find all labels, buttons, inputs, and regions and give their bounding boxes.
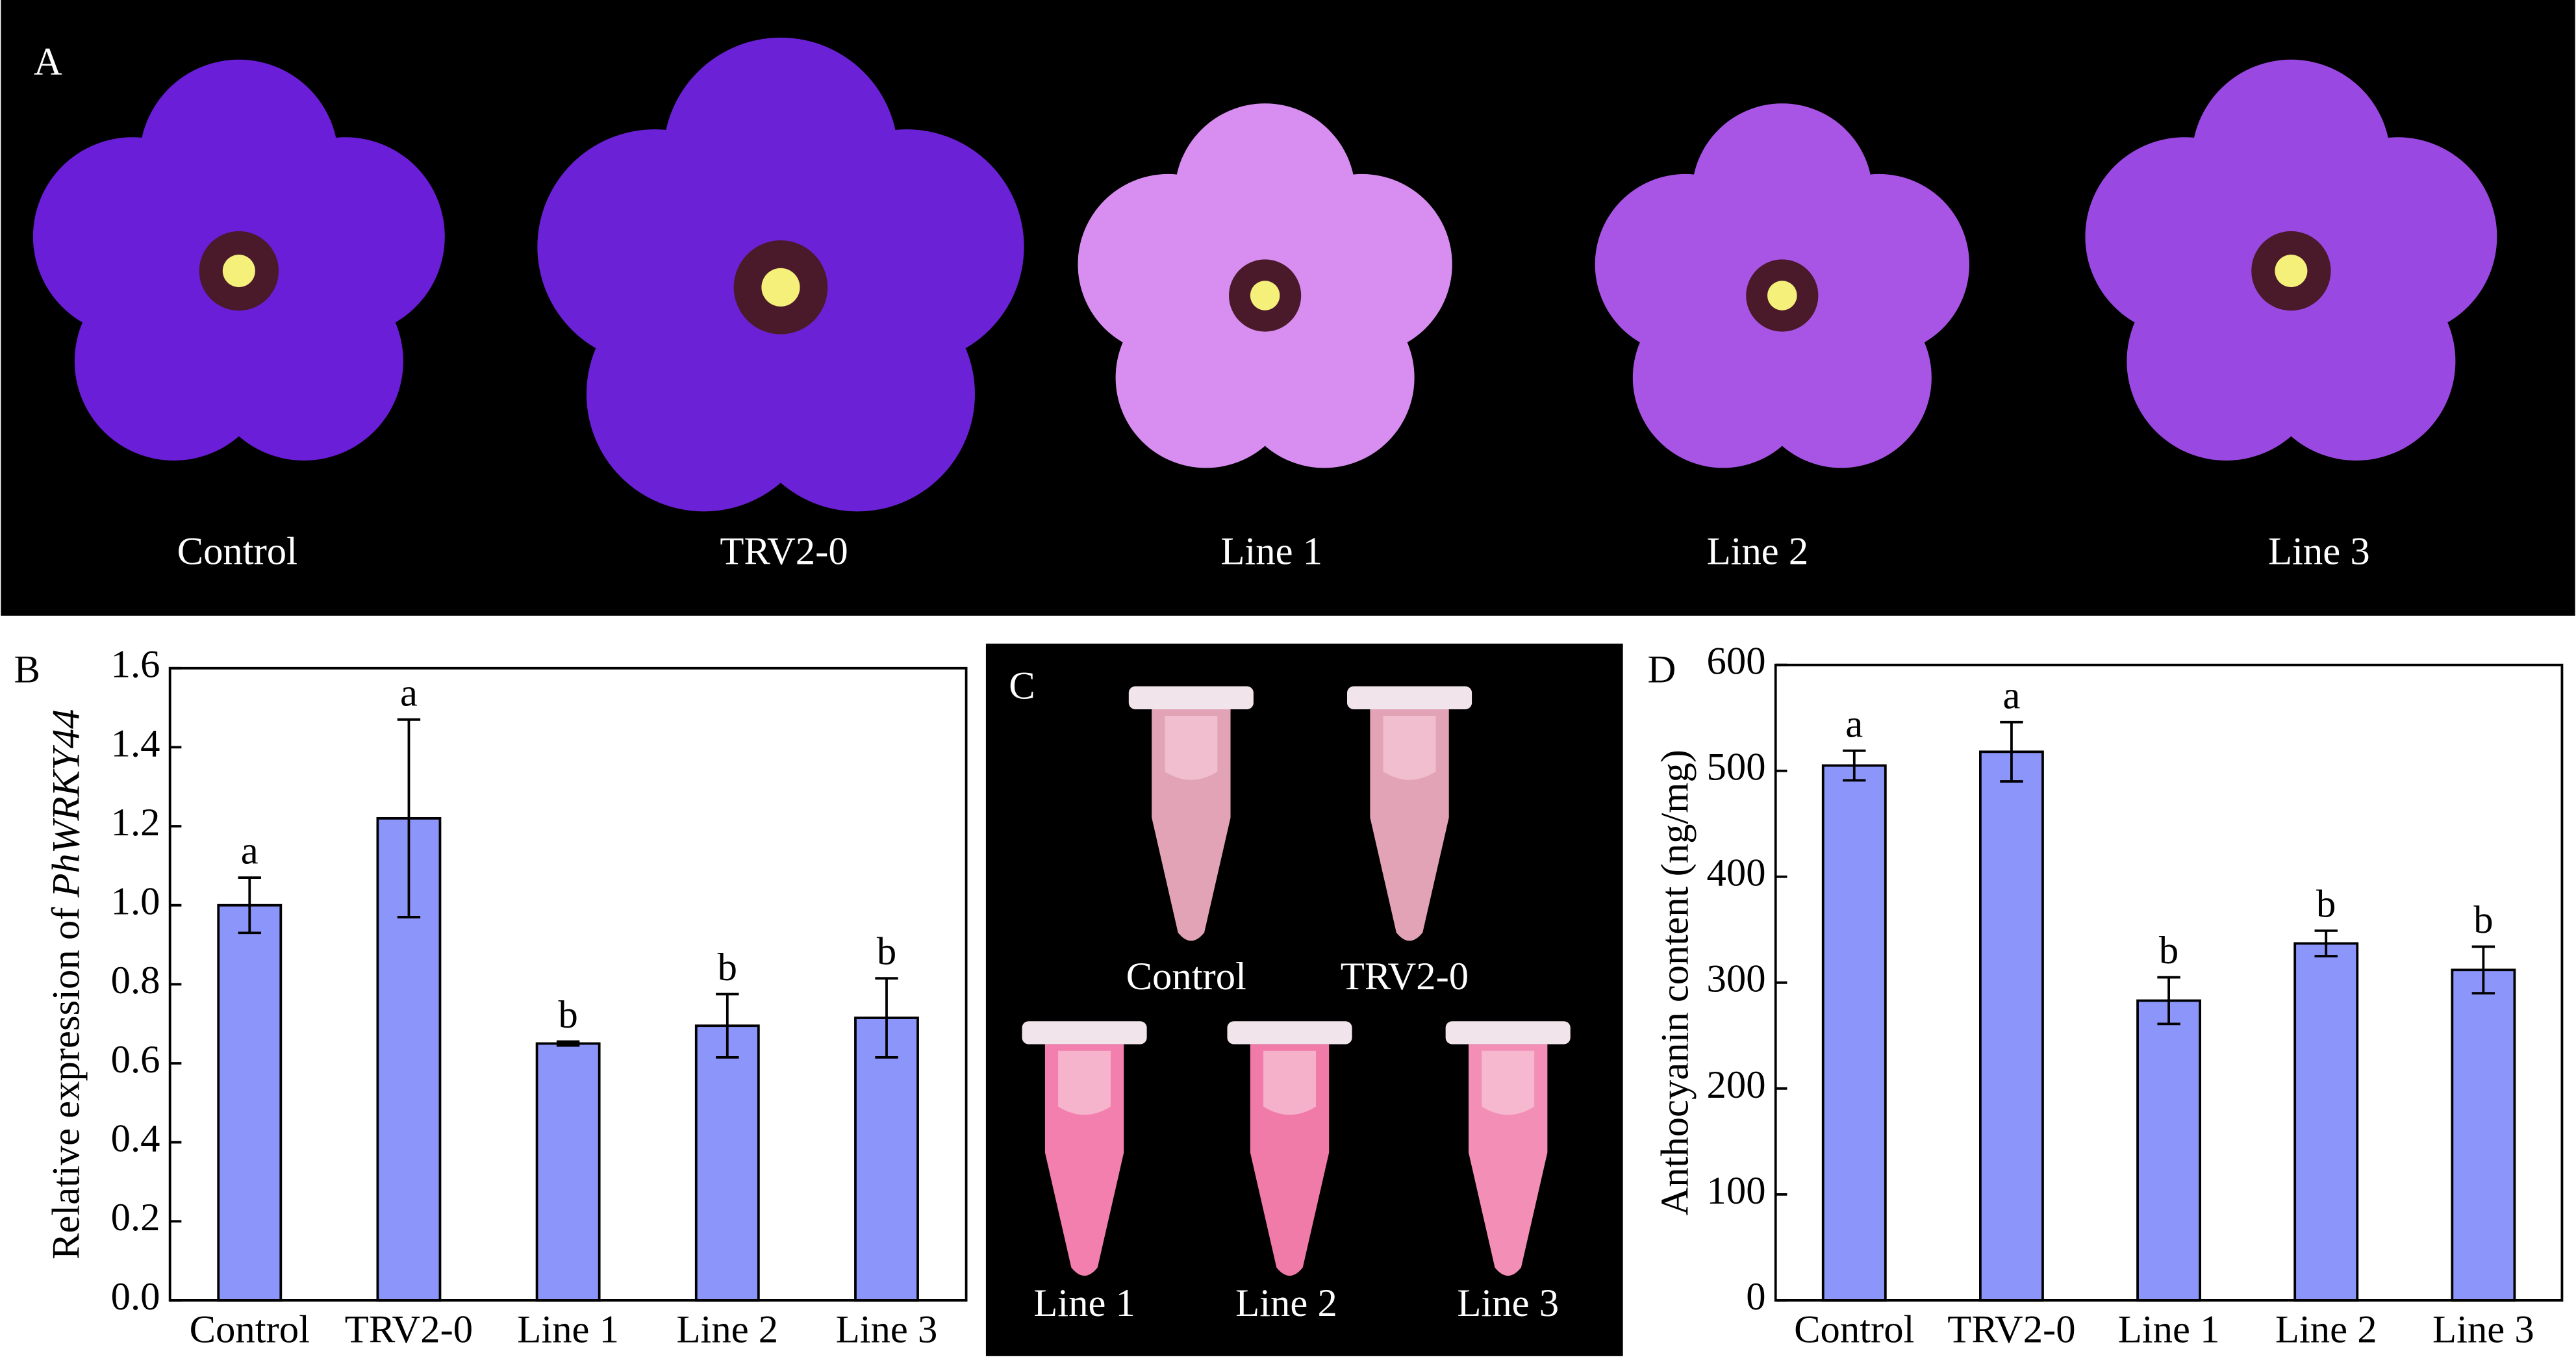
y-tick-label: 200 (1707, 1063, 1766, 1107)
error-bar (2000, 720, 2023, 783)
panel-label: D (1648, 648, 1676, 691)
y-tick-label: 1.6 (111, 643, 160, 687)
caption: Control (177, 529, 297, 573)
x-tick-label: Line 1 (2118, 1308, 2220, 1351)
caption: TRV2-0 (1341, 955, 1469, 998)
error-bar (875, 977, 898, 1059)
y-tick-label: 0.8 (111, 959, 160, 1002)
y-tick-label: 100 (1707, 1169, 1766, 1213)
x-tick-label: Line 2 (676, 1308, 778, 1351)
bar (2293, 942, 2359, 1302)
error-bar (397, 718, 421, 918)
significance-letter: b (558, 993, 577, 1037)
x-tick-label: Line 1 (517, 1308, 619, 1351)
y-tick-label: 0.6 (111, 1038, 160, 1081)
bar (2136, 999, 2202, 1302)
significance-letter: b (718, 946, 737, 989)
significance-letter: b (2316, 882, 2336, 926)
caption: TRV2-0 (720, 529, 848, 573)
x-tick-label: Line 3 (2432, 1308, 2534, 1351)
y-axis-label: Relative expression of PhWRKY44 (44, 709, 88, 1259)
bar (854, 1017, 919, 1302)
bar (1979, 750, 2044, 1302)
significance-letter: a (1845, 702, 1863, 746)
y-axis-label-text: Relative expression of (44, 907, 88, 1259)
bar (535, 1042, 601, 1302)
error-bar (716, 993, 739, 1059)
caption: Line 2 (1235, 1282, 1337, 1325)
caption: Line 3 (2268, 529, 2370, 573)
x-tick-label: Control (190, 1308, 310, 1351)
y-tick-label: 600 (1707, 640, 1766, 683)
bar (217, 904, 283, 1302)
error-bar (2157, 976, 2180, 1026)
significance-letter: a (400, 671, 418, 715)
panel-label: B (14, 648, 40, 691)
x-tick-label: TRV2-0 (1947, 1308, 2075, 1351)
y-tick-label: 1.4 (111, 722, 160, 765)
y-tick-label: 0.0 (111, 1275, 160, 1319)
significance-letter: a (241, 829, 259, 873)
x-tick-label: Line 3 (836, 1308, 938, 1351)
caption: Control (1126, 955, 1246, 998)
y-tick-label: 300 (1707, 957, 1766, 1001)
y-tick-label: 1.2 (111, 801, 160, 844)
y-tick-label: 1.0 (111, 880, 160, 924)
y-axis-label-text: Anthocyanin content (ng/mg) (1654, 750, 1697, 1216)
y-tick-label: 500 (1707, 746, 1766, 789)
y-tick-label: 400 (1707, 852, 1766, 895)
panel-label: A (34, 40, 62, 84)
significance-letter: b (877, 930, 896, 974)
x-tick-label: Line 2 (2275, 1308, 2377, 1351)
panel-label: C (1009, 664, 1035, 708)
caption: Line 1 (1033, 1282, 1135, 1325)
error-bar (2471, 945, 2495, 994)
error-bar (2314, 930, 2338, 957)
error-bar (556, 1040, 580, 1047)
bar (694, 1024, 760, 1302)
caption: Line 3 (1457, 1282, 1559, 1325)
significance-letter: b (2159, 929, 2178, 972)
bar (2451, 968, 2516, 1302)
y-tick-label: 0.4 (111, 1117, 160, 1161)
y-axis-label: Anthocyanin content (ng/mg) (1654, 750, 1697, 1216)
caption: Line 1 (1220, 529, 1322, 573)
y-axis-label-gene: PhWRKY44 (44, 709, 88, 898)
x-tick-label: Control (1794, 1308, 1914, 1351)
significance-letter: a (2002, 674, 2020, 717)
error-bar (1843, 749, 1866, 782)
y-tick-label: 0.2 (111, 1196, 160, 1239)
caption: Line 2 (1707, 529, 1809, 573)
x-tick-label: TRV2-0 (345, 1308, 473, 1351)
significance-letter: b (2473, 898, 2493, 942)
y-tick-label: 0 (1746, 1275, 1765, 1319)
bar (1821, 764, 1887, 1302)
error-bar (238, 876, 261, 935)
